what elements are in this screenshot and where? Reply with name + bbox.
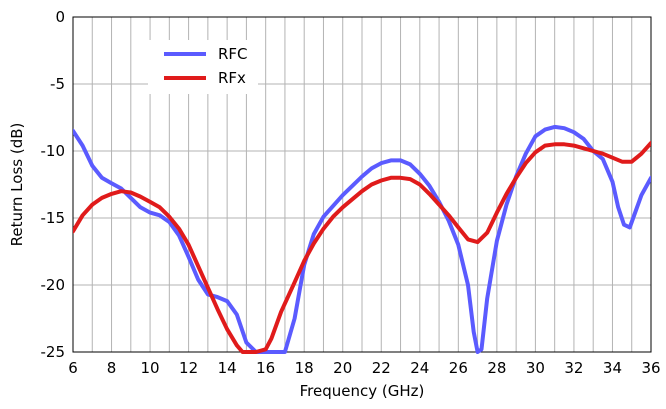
y-tick-label: -10 [41, 142, 66, 160]
plot-frame [72, 16, 652, 353]
x-tick-labels: 6 8 10 12 14 16 18 20 22 24 26 28 30 32 34 36 [68, 359, 660, 377]
x-tick-label: 12 [179, 359, 198, 377]
y-tick-label: 0 [55, 8, 65, 26]
x-tick-label: 34 [603, 359, 622, 377]
y-tick-label: -15 [41, 209, 66, 227]
x-tick-label: 14 [218, 359, 237, 377]
x-tick-label: 36 [641, 359, 660, 377]
x-tick-label: 32 [564, 359, 583, 377]
legend: RFC RFx [148, 40, 258, 94]
x-tick-label: 30 [526, 359, 545, 377]
x-tick-label: 20 [333, 359, 352, 377]
plot-area [72, 16, 652, 353]
y-tick-labels: 0 -5 -10 -15 -20 -25 [41, 8, 66, 361]
series-line-rfc [73, 124, 651, 354]
x-axis-title: Frequency (GHz) [300, 382, 425, 400]
grid [72, 16, 652, 353]
y-axis-title: Return Loss (dB) [8, 123, 26, 247]
x-tick-label: 10 [141, 359, 160, 377]
x-tick-label: 28 [487, 359, 506, 377]
y-tick-label: -5 [50, 75, 65, 93]
x-tick-label: 24 [410, 359, 429, 377]
x-tick-label: 26 [449, 359, 468, 377]
x-tick-label: 18 [295, 359, 314, 377]
legend-label-rfx: RFx [218, 69, 246, 87]
x-tick-label: 16 [256, 359, 275, 377]
series-line-rfx [73, 141, 651, 354]
y-tick-label: -20 [41, 276, 66, 294]
x-tick-label: 6 [68, 359, 78, 377]
x-tick-label: 22 [372, 359, 391, 377]
y-tick-label: -25 [41, 343, 66, 361]
x-tick-label: 8 [107, 359, 117, 377]
legend-background [148, 40, 258, 94]
series-layer [73, 124, 651, 354]
legend-label-rfc: RFC [218, 45, 248, 63]
